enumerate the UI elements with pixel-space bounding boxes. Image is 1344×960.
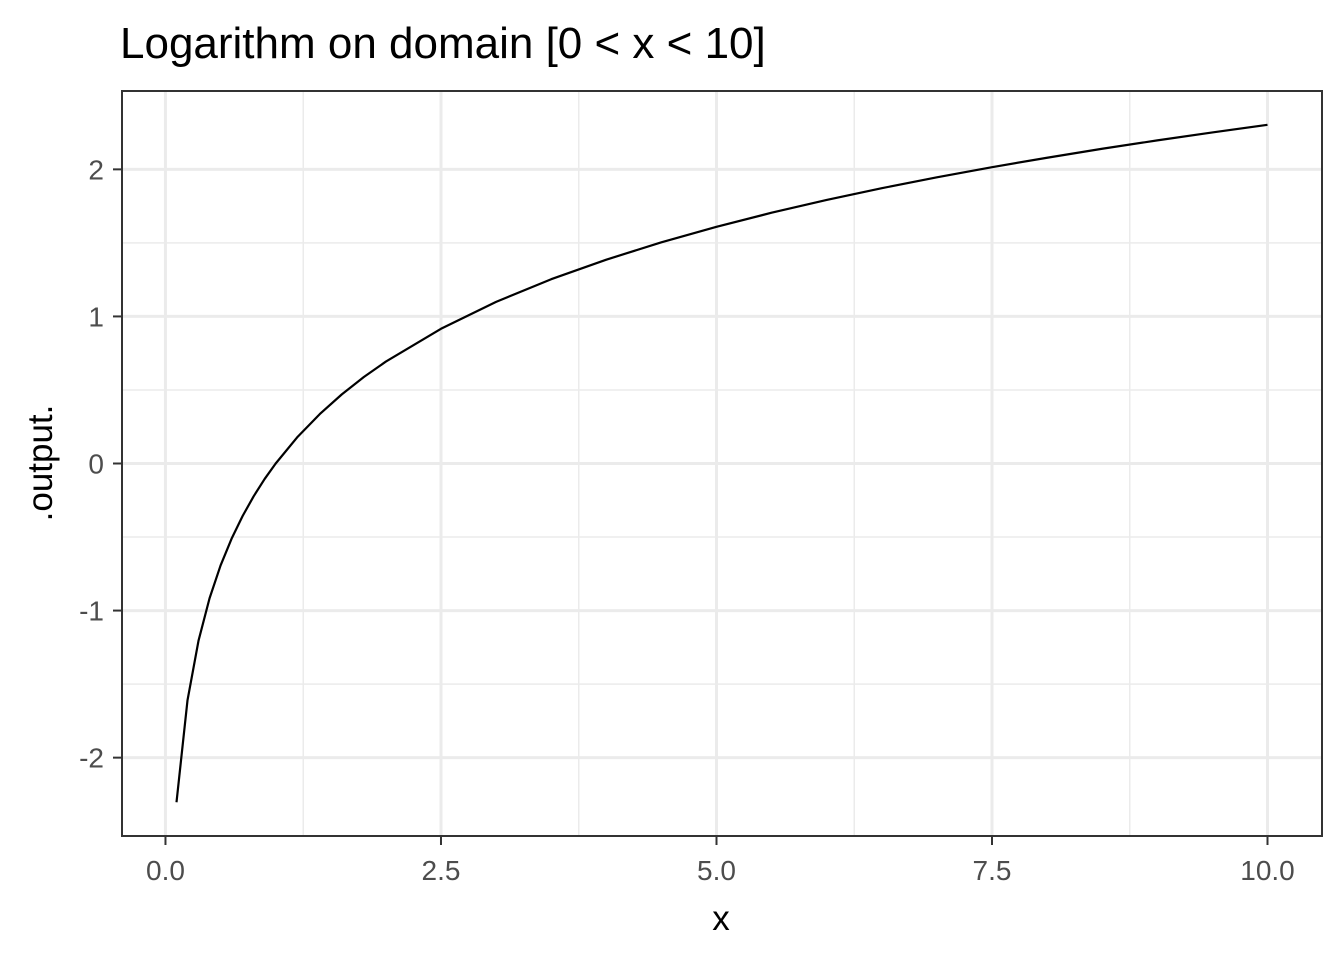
- y-axis-title: .output.: [21, 405, 60, 522]
- x-tick-label: 10.0: [1240, 855, 1295, 886]
- x-tick-label: 0.0: [146, 855, 185, 886]
- x-tick-label: 7.5: [973, 855, 1012, 886]
- y-tick-label: -2: [79, 743, 104, 774]
- chart-title: Logarithm on domain [0 < x < 10]: [120, 19, 766, 68]
- y-tick-label: -1: [79, 596, 104, 627]
- x-axis-title: x: [712, 899, 730, 938]
- y-tick-label: 2: [88, 154, 104, 185]
- plot-area: 0.0 2.5 5.0 7.5 10.0 -2 -1 0 1 2: [79, 90, 1323, 886]
- series-line: [175, 123, 1268, 803]
- y-tick-label: 1: [88, 301, 104, 332]
- x-tick-label: 2.5: [422, 855, 461, 886]
- y-tick-label: 0: [88, 449, 104, 480]
- x-tick-label: 5.0: [697, 855, 736, 886]
